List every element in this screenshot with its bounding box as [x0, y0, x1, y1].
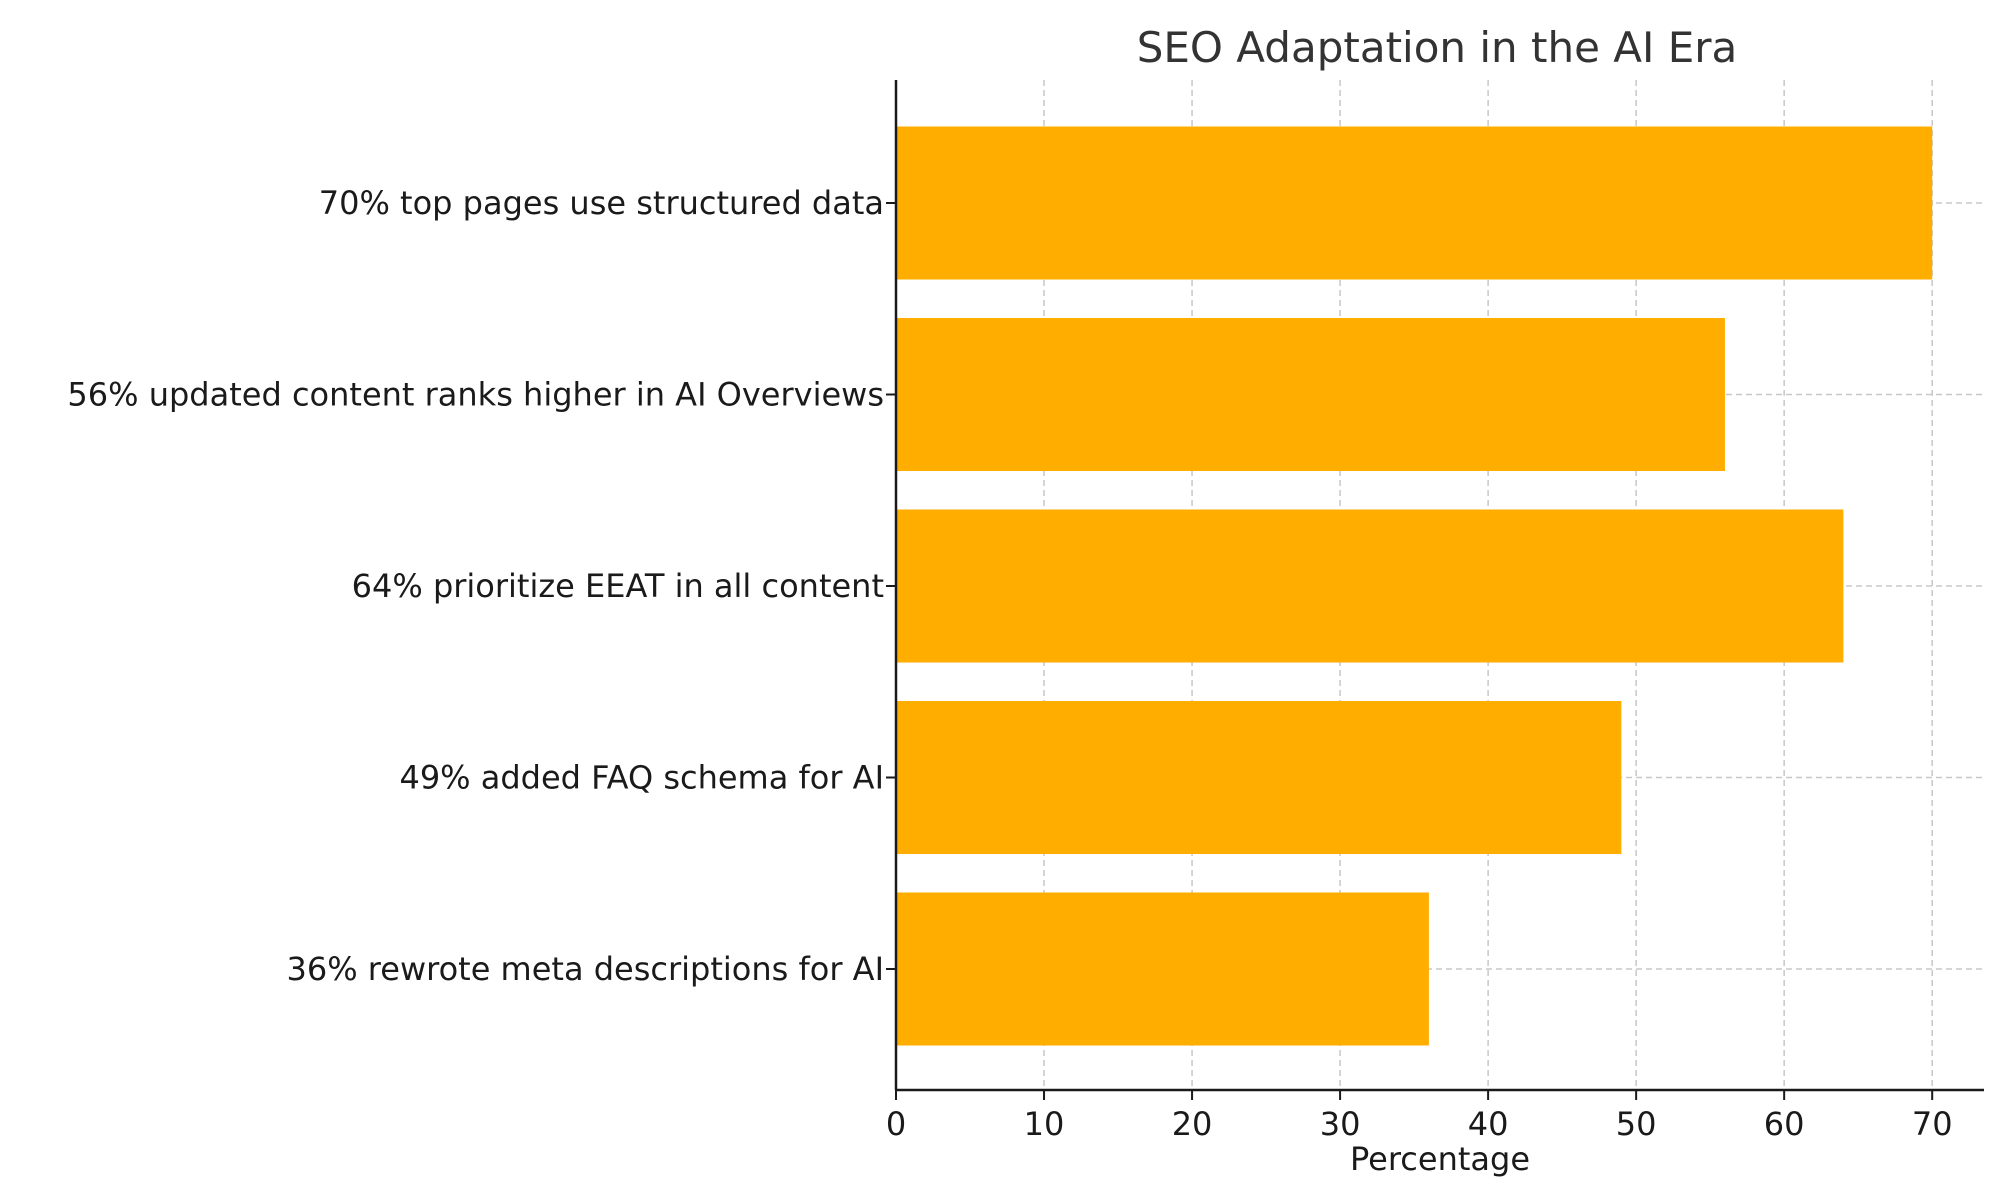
bar	[896, 892, 1429, 1046]
bars	[896, 126, 1933, 1046]
category-label: 36% rewrote meta descriptions for AI	[287, 950, 885, 988]
category-label: 70% top pages use structured data	[319, 184, 884, 222]
x-tick-label: 50	[1616, 1105, 1657, 1143]
category-label: 49% added FAQ schema for AI	[399, 759, 884, 797]
ticks: 0 10 20 30 40 50 60 70	[886, 202, 1953, 1143]
category-label: 64% prioritize EEAT in all content	[352, 567, 884, 605]
bar	[896, 701, 1622, 854]
bar	[896, 318, 1725, 471]
x-axis-title: Percentage	[1350, 1140, 1530, 1178]
x-tick-label: 70	[1912, 1105, 1953, 1143]
chart-title: SEO Adaptation in the AI Era	[1137, 23, 1738, 72]
bar	[896, 126, 1933, 280]
category-label: 56% updated content ranks higher in AI O…	[67, 376, 884, 414]
x-tick-label: 0	[886, 1105, 906, 1143]
x-tick-label: 20	[1172, 1105, 1213, 1143]
x-tick-label: 40	[1468, 1105, 1509, 1143]
x-tick-label: 10	[1024, 1105, 1065, 1143]
x-tick-label: 30	[1320, 1105, 1361, 1143]
category-labels: 70% top pages use structured data 56% upd…	[67, 184, 884, 988]
bar	[896, 509, 1844, 663]
x-tick-label: 60	[1764, 1105, 1805, 1143]
